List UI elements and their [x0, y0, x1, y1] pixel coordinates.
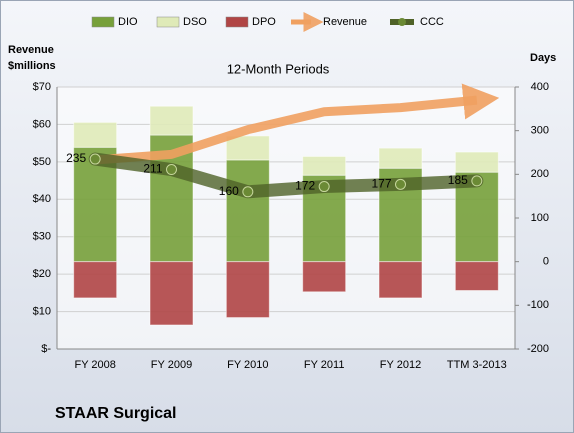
legend-label: Revenue: [323, 16, 367, 28]
revenue-arrow: [94, 83, 500, 165]
y-tick-label: $10: [33, 305, 51, 317]
data-label: 185: [448, 173, 468, 187]
y2-tick-label: 0: [543, 256, 549, 268]
legend-label: DIO: [118, 16, 138, 28]
data-label: 177: [371, 177, 391, 191]
legend-swatch: [91, 16, 115, 28]
y-axis-label: $millions: [8, 60, 56, 72]
data-label: 160: [219, 184, 239, 198]
y2-tick-label: 300: [531, 125, 549, 137]
y-tick-label: $60: [33, 118, 51, 130]
chart-title: 12-Month Periods: [227, 61, 330, 76]
x-tick-label: TTM 3-2013: [447, 359, 507, 371]
y-tick-label: $20: [33, 268, 51, 280]
ccc-line: [88, 152, 484, 199]
y2-tick-label: -200: [527, 343, 549, 355]
bar: [378, 261, 423, 299]
legend-label: DSO: [183, 16, 207, 28]
legend-label: DPO: [252, 16, 276, 28]
legend-swatch: [398, 18, 406, 26]
ccc-point: [242, 186, 254, 198]
bar: [225, 135, 270, 161]
ccc-point: [166, 164, 177, 176]
bar: [73, 261, 118, 299]
ccc-point: [318, 181, 330, 193]
x-tick-label: FY 2009: [151, 359, 192, 371]
ccc-point: [395, 178, 406, 190]
bar: [378, 147, 423, 169]
legend-swatch: [225, 16, 249, 28]
y2-tick-label: -100: [527, 299, 549, 311]
x-tick-label: FY 2010: [227, 359, 268, 371]
y-tick-label: $-: [41, 343, 51, 355]
x-tick-label: FY 2012: [380, 359, 421, 371]
x-tick-label: FY 2008: [74, 359, 115, 371]
legend-label: CCC: [420, 16, 444, 28]
bar: [454, 151, 499, 173]
y-tick-label: $30: [33, 231, 51, 243]
ccc-point: [89, 153, 101, 165]
bar: [225, 159, 270, 263]
y2-tick-label: 100: [531, 212, 549, 224]
x-tick-label: FY 2011: [304, 359, 345, 371]
data-label: 172: [295, 179, 315, 193]
y-tick-label: $70: [33, 81, 51, 93]
plot-area: [57, 87, 515, 349]
bar: [149, 105, 194, 136]
y-tick-label: $50: [33, 156, 51, 168]
bar: [225, 261, 270, 319]
y2-axis-label: Days: [530, 52, 556, 64]
y-tick-label: $40: [33, 193, 51, 205]
bar: [73, 121, 118, 148]
data-label: 235: [66, 151, 86, 165]
bar: [302, 155, 347, 176]
y2-tick-label: 400: [531, 81, 549, 93]
footer: STAAR Surgical: [55, 405, 177, 422]
bar: [149, 261, 194, 326]
legend-swatch: [156, 16, 180, 28]
bar: [302, 261, 347, 293]
y-axis-label: Revenue: [8, 44, 54, 56]
y2-tick-label: 200: [531, 168, 549, 180]
ccc-point: [471, 175, 483, 187]
data-label: 211: [143, 162, 162, 176]
bar: [454, 261, 499, 291]
